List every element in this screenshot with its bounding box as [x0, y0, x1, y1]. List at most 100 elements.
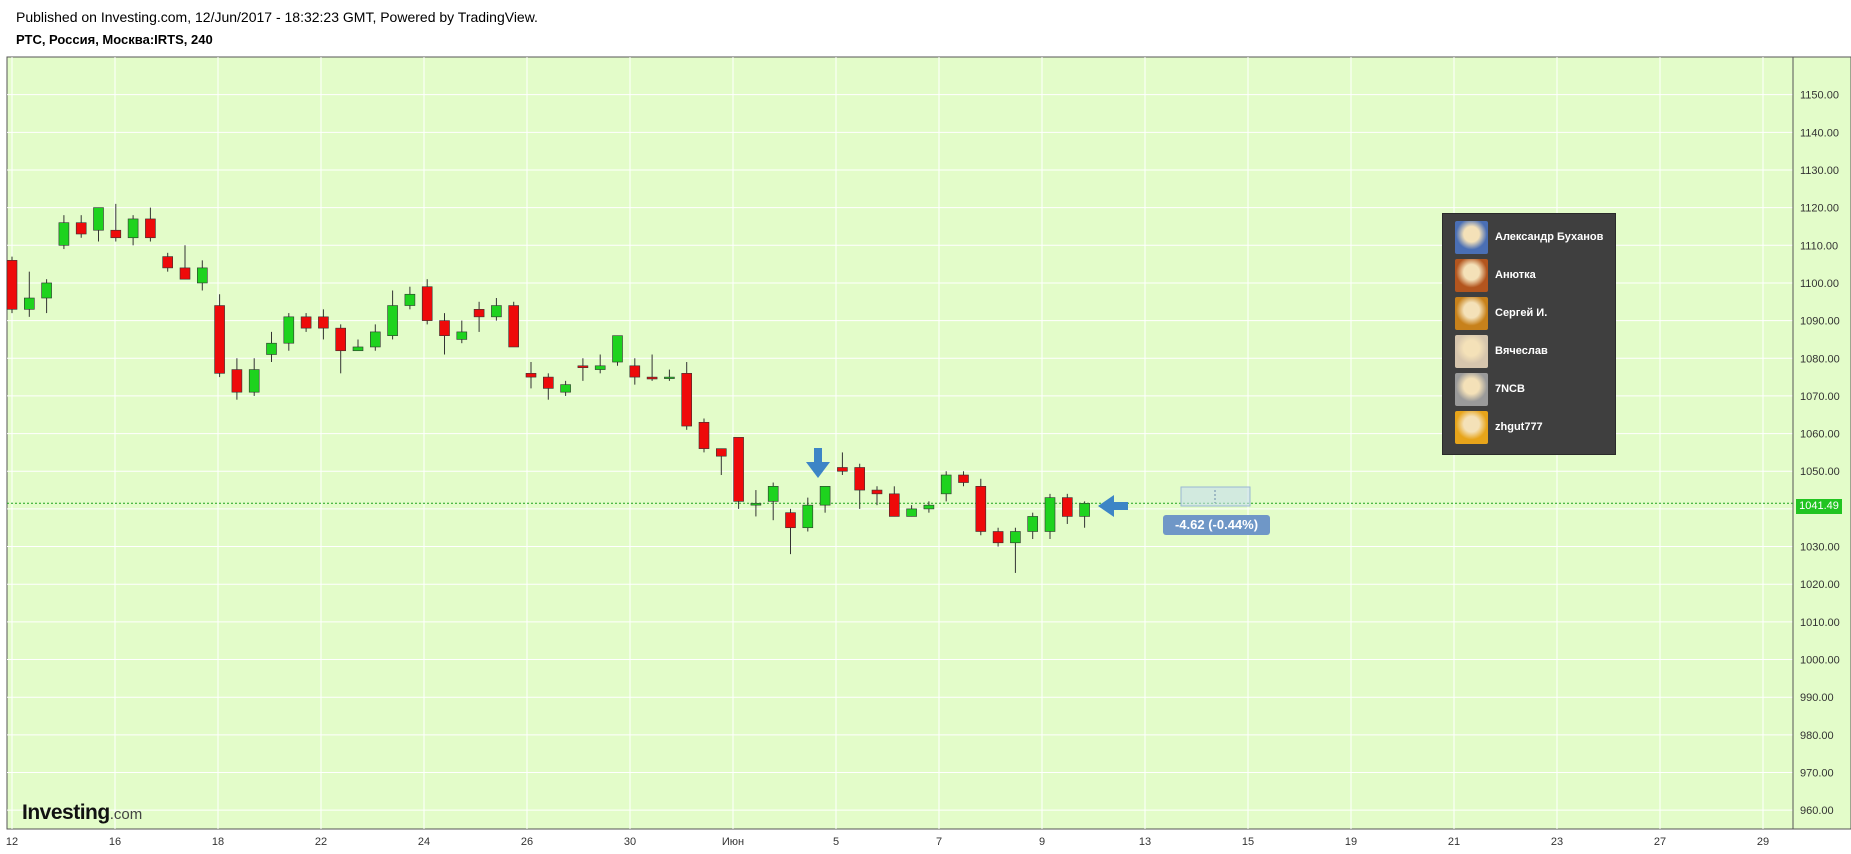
y-tick-label: 1000.00 [1800, 655, 1840, 667]
candle-body [75, 222, 87, 235]
y-tick-label: 1020.00 [1800, 579, 1840, 591]
left-arrow-marker[interactable] [1098, 495, 1128, 517]
candle [300, 313, 312, 332]
candle-body [300, 316, 312, 329]
candle [266, 331, 277, 363]
x-tick-label: 18 [212, 836, 224, 848]
candle-body [473, 309, 485, 318]
candle-body [560, 384, 571, 393]
candle [1010, 527, 1021, 573]
user-name: Александр Буханов [1495, 231, 1604, 243]
candle-body [214, 305, 225, 374]
y-tick-label: 990.00 [1800, 692, 1834, 704]
price-axis [1792, 56, 1851, 830]
candle-body [802, 504, 814, 529]
candle [1079, 501, 1090, 528]
legend-user-row[interactable]: zhgut777 [1455, 411, 1615, 447]
candle [318, 309, 329, 340]
candle [1027, 512, 1038, 540]
y-tick-label: 1120.00 [1800, 203, 1839, 215]
candle-body [110, 229, 122, 239]
candle-body [404, 293, 416, 306]
logo-suffix: .com [109, 806, 143, 823]
candle-body [594, 365, 606, 370]
candle [508, 301, 520, 348]
candle [145, 207, 156, 242]
x-tick-label: 5 [833, 836, 839, 848]
x-tick-label: 24 [418, 836, 430, 848]
candle-body [162, 256, 173, 269]
x-tick-label: 13 [1139, 836, 1151, 848]
candle [421, 279, 433, 325]
y-tick-label: 1060.00 [1800, 429, 1840, 441]
chart-title: РТС, Россия, Москва:IRTS, 240 [16, 32, 213, 47]
candle-body [664, 376, 675, 379]
candle-body [23, 297, 35, 310]
candle-body [508, 305, 520, 348]
candle-body [750, 502, 762, 506]
candle-body [352, 346, 364, 352]
candle-body [456, 331, 468, 340]
candle-body [335, 327, 347, 352]
candle-body [387, 305, 398, 336]
published-note: Published on Investing.com, 12/Jun/2017 … [16, 9, 538, 25]
legend-user-row[interactable]: 7NCB [1455, 373, 1615, 409]
candle-body [785, 512, 796, 529]
candle [439, 313, 450, 355]
candle [75, 215, 87, 238]
candle [819, 486, 831, 513]
candle-body [231, 369, 243, 393]
candle [58, 215, 70, 250]
candle [387, 290, 398, 340]
candle [837, 452, 848, 476]
candle-body [1010, 531, 1021, 544]
x-tick-label: 19 [1345, 836, 1357, 848]
candle-body [629, 365, 641, 378]
y-tick-label: 1070.00 [1800, 391, 1840, 403]
user-avatar [1455, 411, 1488, 444]
user-avatar [1455, 221, 1488, 254]
measure-tool[interactable] [1180, 486, 1251, 507]
candle [698, 418, 710, 453]
candle-body [975, 486, 987, 532]
x-tick-label: 7 [936, 836, 942, 848]
legend-user-row[interactable]: Вячеслав [1455, 335, 1615, 371]
candle [612, 335, 623, 366]
y-tick-label: 1050.00 [1800, 466, 1840, 478]
candle-body [992, 531, 1004, 544]
candle-body [577, 365, 589, 368]
candle [871, 486, 883, 506]
user-avatar [1455, 373, 1488, 406]
candle [127, 215, 139, 246]
candle [785, 508, 796, 555]
down-arrow-marker[interactable] [806, 448, 830, 478]
y-tick-label: 1130.00 [1800, 165, 1839, 177]
candle-body [958, 474, 969, 483]
candle-body [542, 376, 554, 389]
y-tick-label: 1080.00 [1800, 353, 1840, 365]
y-tick-label: 1030.00 [1800, 542, 1840, 554]
candle [23, 271, 35, 317]
investing-logo: Investing.com [22, 801, 142, 825]
price-axis-labels: 960.00 970.00 980.00 990.00 1000.00 1010.00 10… [1800, 90, 1840, 818]
candle [1044, 493, 1056, 540]
candle [456, 320, 468, 344]
y-tick-label: 1110.00 [1800, 240, 1838, 252]
legend-user-row[interactable]: Сергей И. [1455, 297, 1615, 333]
x-tick-label: Июн [722, 836, 744, 848]
legend-user-row[interactable]: Александр Буханов [1455, 221, 1615, 257]
change-badge: -4.62 (-0.44%) [1163, 515, 1270, 535]
y-tick-label: 1150.00 [1800, 90, 1839, 102]
candle [664, 369, 675, 381]
candle [404, 286, 416, 310]
candle [542, 373, 554, 400]
user-name: Анютка [1495, 269, 1536, 281]
legend-user-row[interactable]: Анютка [1455, 259, 1615, 295]
candle-body [871, 489, 883, 495]
y-tick-label: 970.00 [1800, 768, 1834, 780]
candle [231, 358, 243, 400]
candle-body [421, 286, 433, 321]
measure-box [1180, 486, 1251, 507]
candle [594, 354, 606, 374]
